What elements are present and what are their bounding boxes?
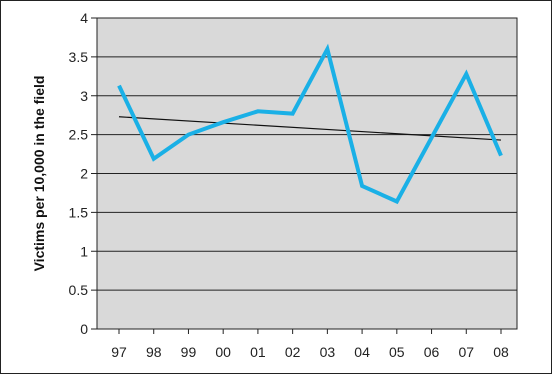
series-line: [117, 43, 503, 205]
gridlines: [97, 17, 517, 330]
y-tick-label: 1.5: [69, 204, 89, 220]
y-tick-label: 2: [80, 166, 88, 182]
trend-line: [118, 116, 502, 141]
y-tick-label: 1: [80, 243, 88, 259]
x-tick-label: 05: [389, 344, 405, 360]
x-axis-ticks: 97 98 99 00 01 02 03 04 05 06 07 08: [111, 329, 509, 360]
x-tick-label: 01: [250, 344, 266, 360]
x-tick-label: 03: [320, 344, 336, 360]
y-tick-label: 3.5: [69, 49, 89, 65]
x-tick-label: 99: [181, 344, 197, 360]
y-tick-label: 2.5: [69, 127, 89, 143]
x-tick-label: 00: [215, 344, 231, 360]
x-tick-label: 08: [493, 344, 509, 360]
x-tick-label: 06: [424, 344, 440, 360]
y-axis-label: Victims per 10,000 in the field: [31, 76, 47, 272]
x-tick-label: 04: [354, 344, 370, 360]
y-axis-ticks: 0 0.5 1 1.5 2 2.5 3 3.5 4: [69, 10, 97, 337]
x-tick-label: 97: [111, 344, 127, 360]
x-tick-label: 07: [458, 344, 474, 360]
y-tick-label: 0: [80, 321, 88, 337]
x-tick-label: 02: [285, 344, 301, 360]
y-tick-label: 0.5: [69, 282, 89, 298]
y-tick-label: 3: [80, 88, 88, 104]
y-tick-label: 4: [80, 10, 88, 26]
x-tick-label: 98: [146, 344, 162, 360]
